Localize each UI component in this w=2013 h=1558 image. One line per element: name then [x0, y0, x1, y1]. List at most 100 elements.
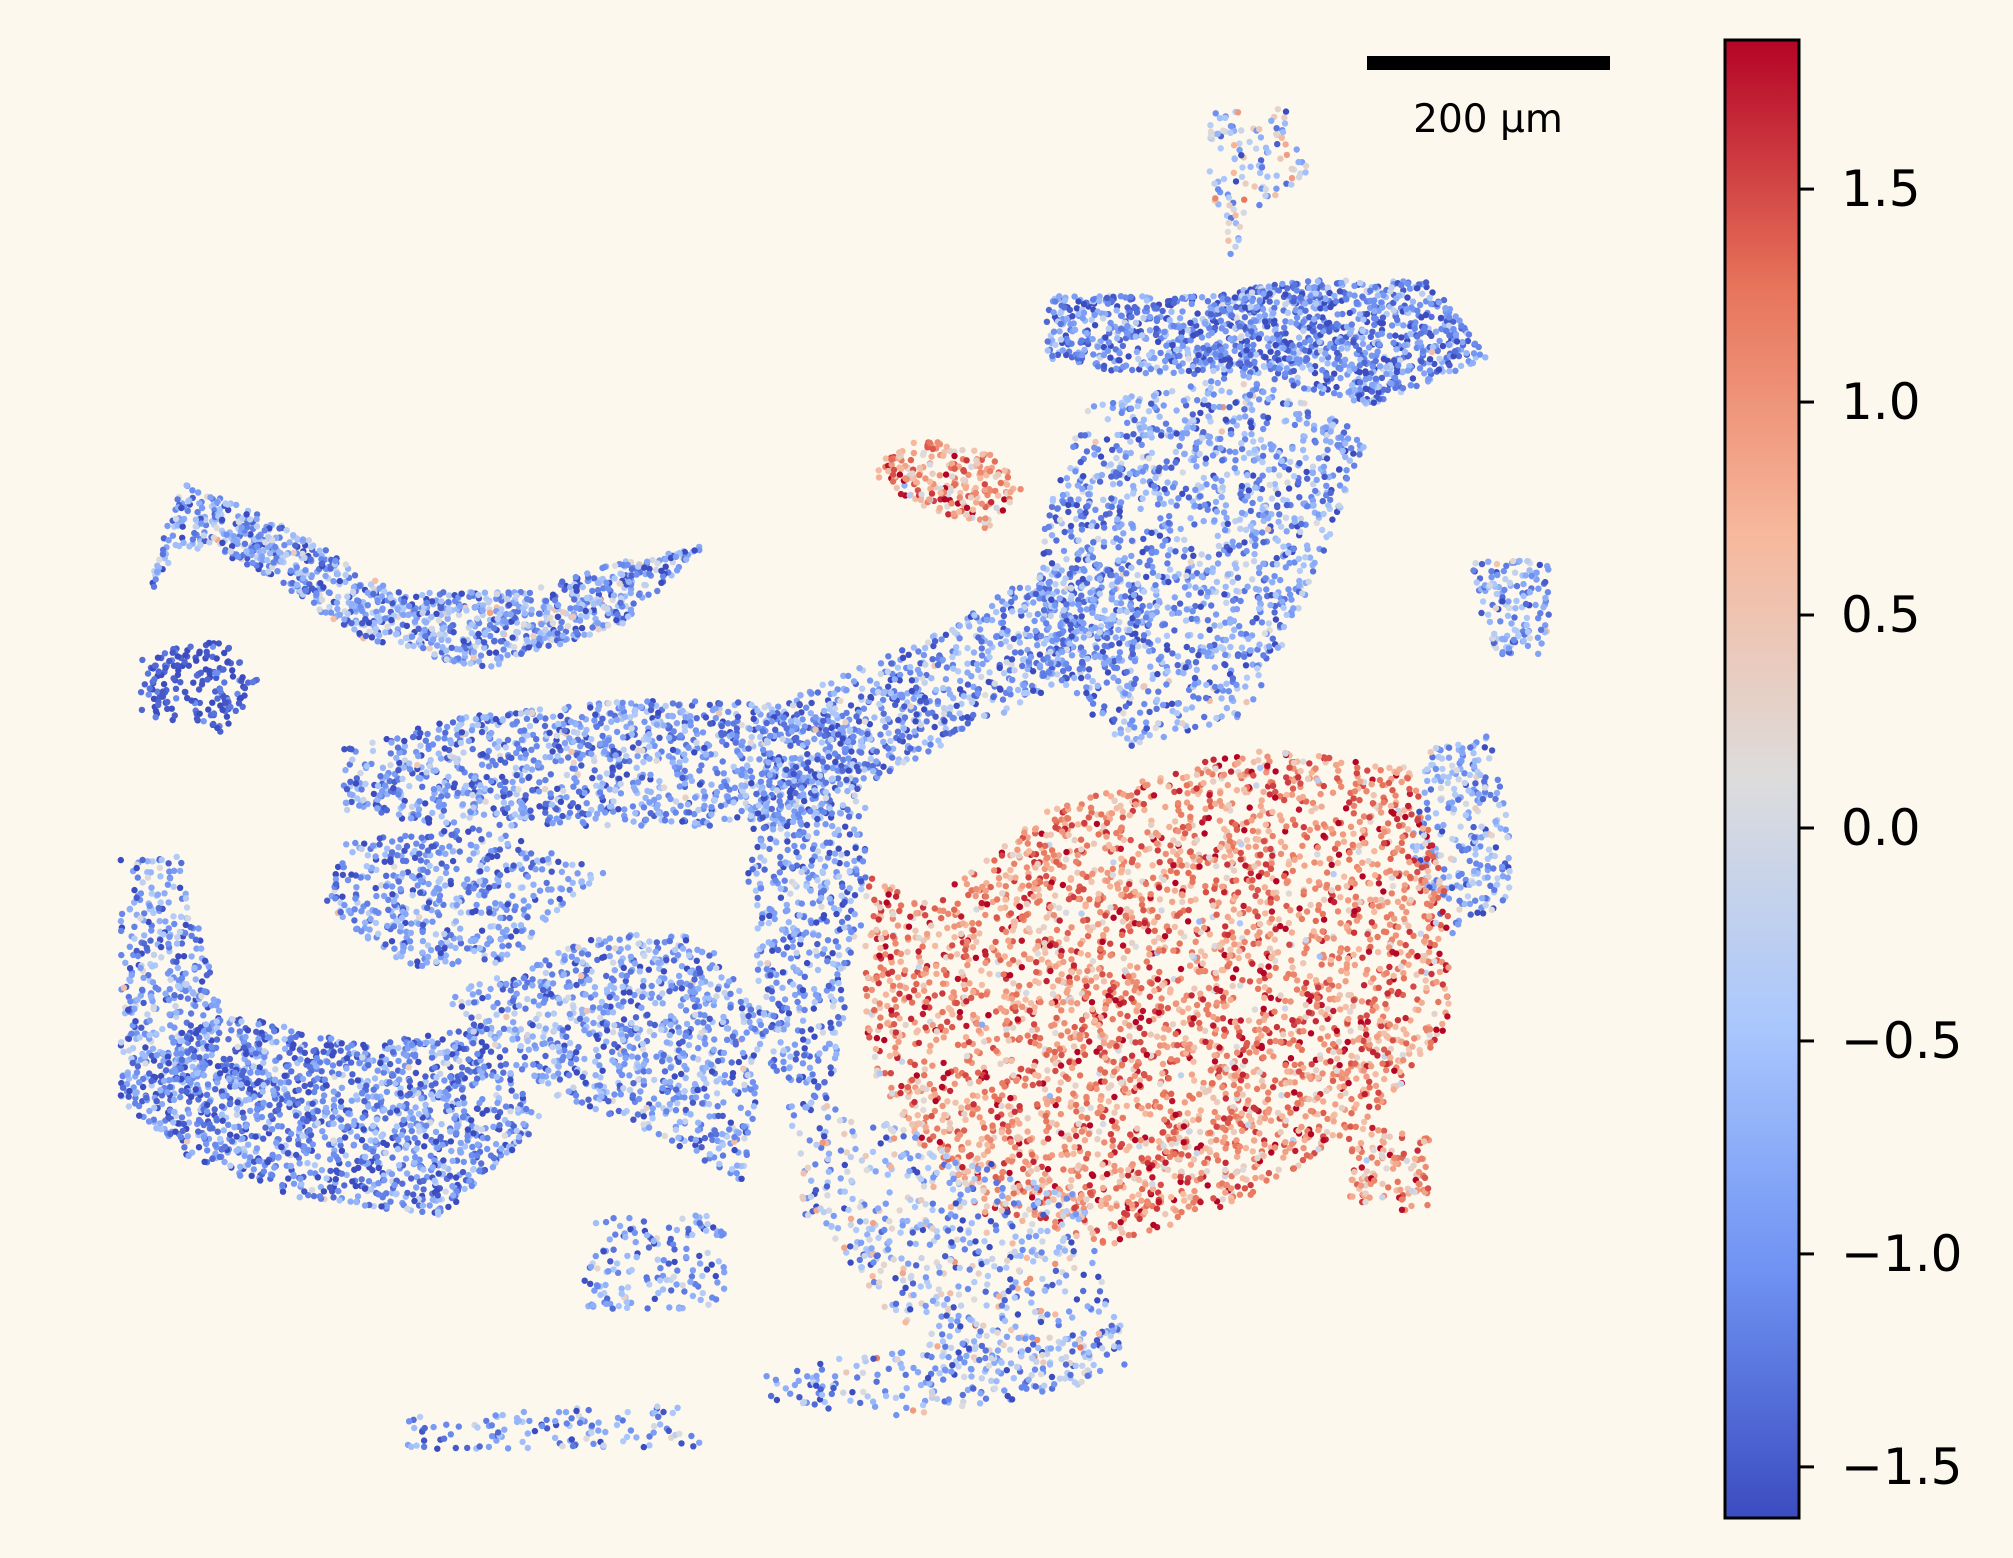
cell-point	[342, 561, 350, 568]
cell-point	[953, 702, 960, 709]
cell-point	[504, 651, 511, 659]
cell-point	[980, 712, 988, 719]
cell-point	[160, 680, 168, 688]
cell-point	[405, 611, 412, 618]
cell-point	[1009, 608, 1016, 615]
cell-point	[455, 611, 463, 618]
cell-point	[1359, 293, 1366, 300]
cell-point	[578, 713, 586, 721]
cell-point	[978, 500, 985, 507]
cell-point	[886, 767, 893, 775]
cell-point	[439, 625, 446, 633]
cell-point	[956, 686, 964, 693]
cell-point	[887, 737, 894, 745]
cell-point	[1004, 627, 1011, 635]
cell-point	[383, 773, 390, 780]
cell-point	[520, 621, 528, 628]
cell-point	[929, 470, 936, 477]
cell-point	[402, 857, 410, 865]
cell-point	[537, 584, 545, 591]
cell-point	[572, 583, 580, 591]
cell-point	[504, 736, 512, 744]
cell-point	[999, 619, 1007, 626]
cell-point	[457, 909, 464, 916]
cell-point	[546, 729, 553, 736]
cell-point	[438, 598, 445, 605]
cell-point	[547, 771, 554, 778]
cell-point	[927, 741, 934, 748]
cell-point	[619, 571, 626, 578]
cell-point	[582, 607, 589, 615]
cell-point	[434, 945, 442, 952]
cell-point	[646, 743, 653, 750]
cell-point	[639, 747, 646, 754]
cell-point	[1363, 310, 1371, 318]
cell-point	[884, 668, 891, 675]
cell-point	[488, 729, 495, 737]
cell-point	[1331, 292, 1338, 300]
cell-point	[945, 511, 952, 518]
cell-point	[152, 576, 159, 583]
cell-point	[964, 669, 971, 676]
cell-point	[730, 799, 737, 806]
cell-point	[943, 664, 951, 671]
cell-point	[253, 523, 261, 530]
cell-point	[956, 710, 963, 717]
cell-point	[493, 655, 501, 662]
cell-point	[504, 951, 511, 958]
cell-point	[1052, 341, 1059, 349]
cell-point	[449, 857, 457, 865]
cell-point	[1105, 325, 1113, 332]
cell-point	[522, 792, 529, 799]
cell-point	[200, 532, 207, 539]
cell-point	[603, 579, 610, 586]
cell-point	[588, 750, 595, 757]
cell-point	[1000, 670, 1008, 677]
cell-point	[352, 895, 359, 902]
cell-point	[559, 632, 567, 639]
cell-point	[504, 712, 512, 719]
cell-point	[485, 599, 492, 606]
cell-point	[1087, 589, 1094, 596]
cell-point	[428, 613, 435, 621]
cell-point	[803, 704, 810, 711]
cell-point	[549, 713, 557, 720]
cell-point	[195, 489, 202, 496]
cell-point	[479, 607, 486, 614]
cell-point	[239, 674, 246, 681]
cell-point	[505, 589, 512, 596]
cell-point	[605, 700, 612, 707]
cell-point	[1218, 346, 1225, 353]
cell-point	[629, 803, 637, 810]
cell-point	[399, 802, 407, 810]
cell-point	[470, 804, 477, 811]
cell-point	[137, 689, 145, 696]
cell-point	[530, 892, 537, 900]
cell-point	[494, 852, 501, 860]
cell-point	[964, 681, 972, 688]
cell-point	[1237, 334, 1244, 341]
cell-point	[200, 718, 207, 725]
cell-point	[1287, 319, 1295, 326]
cell-point	[627, 606, 635, 613]
cell-point	[406, 782, 413, 790]
cell-point	[789, 702, 797, 709]
cell-point	[475, 591, 482, 599]
cell-point	[202, 521, 210, 529]
cell-point	[510, 644, 518, 651]
cell-point	[390, 784, 397, 792]
cell-point	[968, 699, 976, 706]
cell-point	[885, 730, 892, 737]
cell-point	[372, 853, 379, 860]
cell-point	[336, 611, 343, 618]
cell-point	[415, 625, 422, 632]
cell-point	[1312, 300, 1320, 307]
cell-point	[480, 639, 488, 646]
cell-point	[596, 789, 604, 796]
cell-point	[1393, 346, 1400, 353]
cell-point	[444, 792, 451, 799]
cell-point	[1130, 591, 1138, 599]
cell-point	[1463, 350, 1470, 357]
cell-point	[1409, 298, 1417, 305]
cell-point	[395, 878, 402, 885]
